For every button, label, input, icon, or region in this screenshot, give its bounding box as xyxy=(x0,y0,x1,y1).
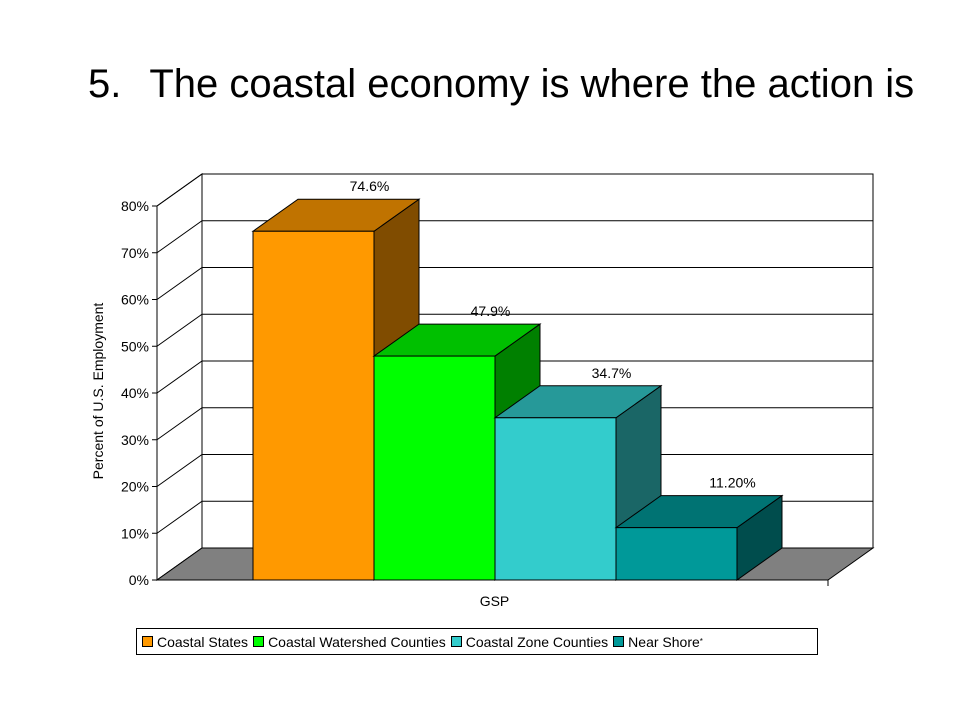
legend-swatch xyxy=(142,636,153,647)
slide-number: 5. xyxy=(88,62,122,106)
legend-swatch xyxy=(253,636,265,647)
y-tick-label: 50% xyxy=(121,338,149,354)
legend-label: Coastal Zone Counties xyxy=(465,633,609,650)
legend-item-near-shore: Near Shore * xyxy=(613,634,703,650)
y-tick-label: 30% xyxy=(121,432,149,448)
legend-item-coastal-states: Coastal States xyxy=(142,634,248,650)
gridline xyxy=(156,173,873,207)
y-tick-label: 10% xyxy=(121,525,149,541)
y-tick-label: 0% xyxy=(129,572,149,588)
x-axis-label: GSP xyxy=(480,593,510,609)
data-label: 11.20% xyxy=(709,475,755,491)
legend-swatch xyxy=(613,636,625,647)
legend-item-coastal-zone-counties: Coastal Zone Counties xyxy=(450,633,609,650)
y-axis-label: Percent of U.S. Employment xyxy=(90,303,106,480)
gridline xyxy=(156,313,873,347)
y-tick-label: 60% xyxy=(121,292,149,308)
legend-label: Coastal States xyxy=(157,633,249,650)
y-tick-label: 20% xyxy=(121,479,149,495)
bar-coastal-zone-counties xyxy=(494,417,617,581)
page-title: 5. The coastal economy is where the actio… xyxy=(88,62,914,107)
chart-legend: Coastal States Coastal Watershed Countie… xyxy=(136,628,818,655)
gridline xyxy=(156,360,873,394)
data-label: 74.6% xyxy=(350,178,390,194)
bar-near-shore xyxy=(615,527,738,581)
legend-label: Coastal Watershed Counties xyxy=(268,633,446,650)
bar-coastal-watershed-counties xyxy=(373,355,496,581)
y-tick-label: 70% xyxy=(121,245,149,261)
data-label: 34.7% xyxy=(592,365,632,381)
y-tick-label: 80% xyxy=(121,198,149,214)
gridline xyxy=(156,267,873,300)
legend-footnote: * xyxy=(699,637,703,646)
gridline xyxy=(156,220,873,254)
slide-title-text: The coastal economy is where the action … xyxy=(149,62,915,106)
data-label: 47.9% xyxy=(471,303,511,319)
legend-label: Near Shore xyxy=(628,633,700,650)
legend-swatch xyxy=(450,636,462,647)
y-tick-label: 40% xyxy=(121,385,149,401)
bar-coastal-states xyxy=(252,230,375,581)
legend-item-coastal-watershed-counties: Coastal Watershed Counties xyxy=(253,634,446,650)
